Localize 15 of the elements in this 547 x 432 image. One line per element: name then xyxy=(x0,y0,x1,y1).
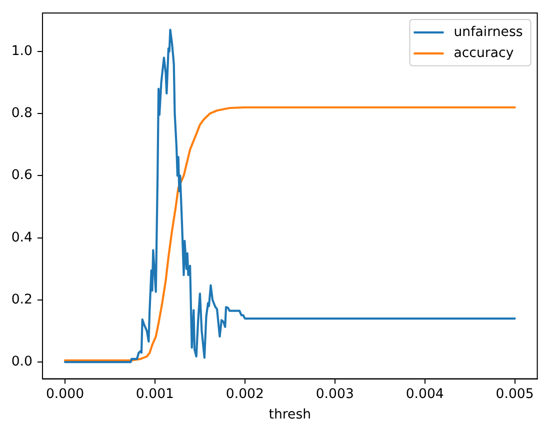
x-tick-label: 0.005 xyxy=(496,387,534,402)
x-axis-title: thresh xyxy=(268,407,312,422)
x-tick-label: 0.000 xyxy=(46,387,84,402)
legend-label: unfairness xyxy=(454,24,523,40)
x-tick-label: 0.004 xyxy=(406,387,444,402)
y-tick-label: 0.4 xyxy=(11,230,32,246)
x-tick-label: 0.003 xyxy=(316,387,354,402)
y-tick-label: 0.0 xyxy=(11,354,32,370)
legend-label: accuracy xyxy=(454,46,514,61)
y-tick-label: 0.6 xyxy=(11,168,32,184)
y-tick-label: 0.8 xyxy=(11,106,32,122)
x-tick-label: 0.002 xyxy=(226,387,264,402)
x-tick-label: 0.001 xyxy=(136,387,174,402)
y-tick-label: 1.0 xyxy=(11,44,32,59)
y-tick-label: 0.2 xyxy=(11,292,32,308)
